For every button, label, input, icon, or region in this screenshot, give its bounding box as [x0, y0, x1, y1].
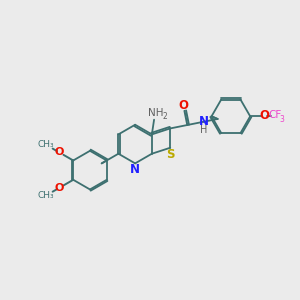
Text: NH: NH — [148, 108, 164, 118]
Text: 2: 2 — [163, 112, 168, 121]
Text: O: O — [178, 99, 188, 112]
Text: H: H — [200, 125, 208, 135]
Text: S: S — [167, 148, 175, 161]
Text: N: N — [199, 115, 209, 128]
Text: O: O — [54, 147, 64, 157]
Text: CH₃: CH₃ — [38, 191, 54, 200]
Text: N: N — [130, 163, 140, 176]
Text: O: O — [54, 183, 64, 193]
Text: O: O — [260, 109, 270, 122]
Text: 3: 3 — [280, 115, 285, 124]
Text: CF: CF — [268, 110, 281, 120]
Text: CH₃: CH₃ — [38, 140, 54, 149]
